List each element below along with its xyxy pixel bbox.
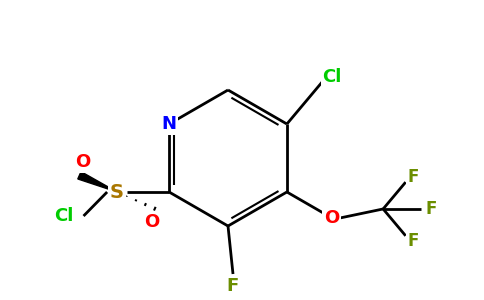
- Text: F: F: [408, 232, 419, 250]
- Text: Cl: Cl: [322, 68, 342, 86]
- Text: O: O: [75, 153, 90, 171]
- Text: O: O: [144, 213, 159, 231]
- Text: N: N: [162, 115, 177, 133]
- Text: O: O: [324, 209, 340, 227]
- Text: S: S: [110, 182, 124, 202]
- Polygon shape: [78, 172, 117, 192]
- Text: F: F: [227, 277, 239, 295]
- Text: F: F: [425, 200, 437, 218]
- Text: Cl: Cl: [54, 207, 73, 225]
- Text: F: F: [408, 168, 419, 186]
